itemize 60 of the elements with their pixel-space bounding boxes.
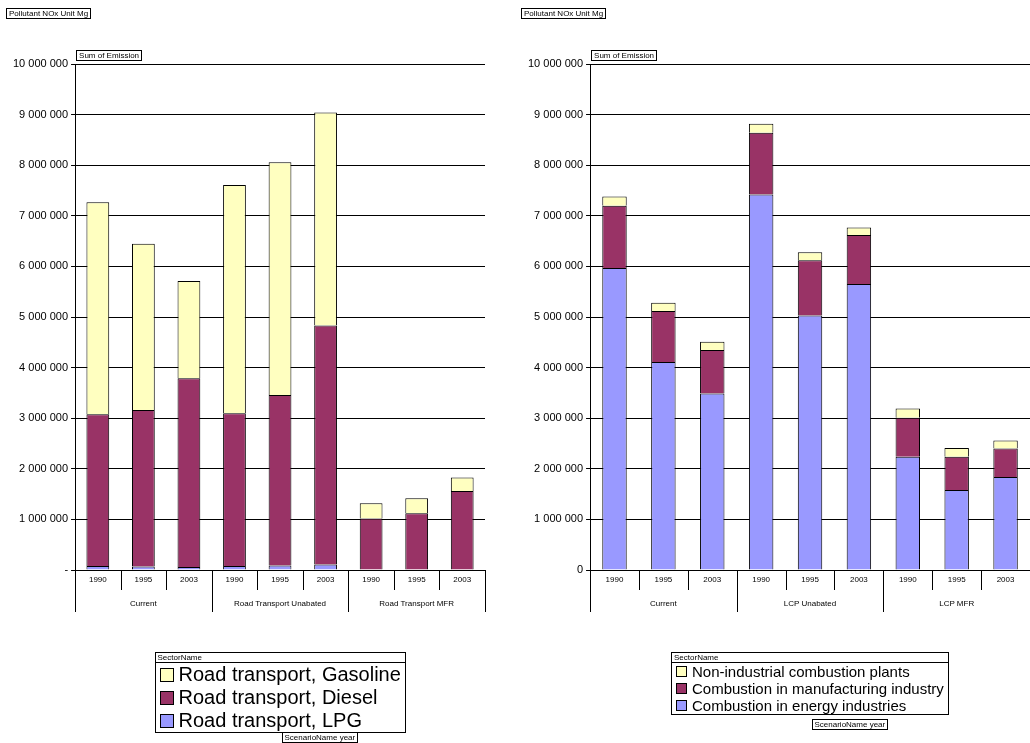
- y-tick-label: 10 000 000: [527, 57, 584, 70]
- text: LCP Unabated: [783, 599, 837, 609]
- y-tick-label: 3 000 000: [534, 411, 584, 424]
- x-tick-label: 1990: [88, 575, 108, 585]
- y-tick-label: 4 000 000: [534, 360, 584, 373]
- text: Road Transport Unabated: [234, 599, 327, 609]
- y-tick-label: 7 000 000: [19, 208, 69, 221]
- x-tick-label: 2003: [996, 575, 1016, 585]
- y-tick-label: 1 000 000: [19, 512, 69, 525]
- legend-label: Road transport, Gasoline: [178, 663, 401, 686]
- y-tick-label: 5 000 000: [19, 310, 69, 323]
- x-tick-label: 1995: [801, 575, 820, 585]
- legend-label: Road transport, LPG: [178, 709, 362, 732]
- x-tick-label: 2003: [316, 575, 336, 585]
- x-axis-title: ScenarioName year: [281, 732, 359, 743]
- y-tick-label: 8 000 000: [534, 158, 584, 171]
- y-axis-title: Sum of Emission: [591, 50, 658, 61]
- legend-title: SectorName: [672, 653, 948, 663]
- x-tick-label: 1990: [362, 575, 381, 585]
- y-tick-label: 8 000 000: [19, 158, 69, 171]
- y-tick-label: 4 000 000: [19, 360, 69, 373]
- x-tick-label: 1995: [947, 575, 967, 585]
- y-tick-label: 9 000 000: [19, 107, 69, 120]
- y-tick-label: 5 000 000: [534, 310, 584, 323]
- text: Current: [130, 599, 158, 609]
- y-tick-label: 2 000 000: [534, 461, 584, 474]
- x-tick-label: 2003: [180, 575, 199, 585]
- x-tick-label: 1995: [654, 575, 673, 585]
- legend-label: Combustion in manufacturing industry: [692, 680, 944, 697]
- y-tick-label: 0: [576, 563, 584, 576]
- chart-title: Pollutant NOx Unit Mg: [6, 8, 92, 19]
- text: Current: [650, 599, 678, 609]
- x-tick-label: 1995: [271, 575, 290, 585]
- x-tick-label: 1995: [407, 575, 427, 585]
- legend-label: Road transport, Diesel: [178, 686, 378, 709]
- y-tick-label: 6 000 000: [19, 259, 69, 272]
- x-tick-label: 1990: [898, 575, 918, 585]
- y-tick-label: 6 000 000: [534, 259, 584, 272]
- x-tick-label: 1990: [752, 575, 771, 585]
- y-axis-title: Sum of Emission: [76, 50, 143, 61]
- y-tick-label: 9 000 000: [534, 107, 584, 120]
- text: LCP MFR: [939, 599, 975, 609]
- x-tick-label: 1995: [134, 575, 153, 585]
- y-tick-label: 2 000 000: [19, 461, 69, 474]
- y-tick-label: -: [64, 563, 69, 576]
- x-axis-title: ScenarioName year: [811, 719, 889, 730]
- text: Road Transport MFR: [379, 599, 455, 609]
- y-tick-label: 7 000 000: [534, 208, 584, 221]
- x-tick-label: 1990: [225, 575, 244, 585]
- y-tick-label: 10 000 000: [12, 57, 69, 70]
- x-tick-label: 2003: [453, 575, 472, 585]
- y-tick-label: 1 000 000: [534, 512, 584, 525]
- legend-label: Combustion in energy industries: [692, 697, 907, 714]
- x-tick-label: 2003: [850, 575, 869, 585]
- x-tick-label: 1990: [605, 575, 624, 585]
- y-tick-label: 3 000 000: [19, 411, 69, 424]
- legend-title: SectorName: [155, 653, 405, 663]
- chart-title: Pollutant NOx Unit Mg: [521, 8, 607, 19]
- legend-label: Non-industrial combustion plants: [692, 663, 910, 680]
- x-tick-label: 2003: [703, 575, 722, 585]
